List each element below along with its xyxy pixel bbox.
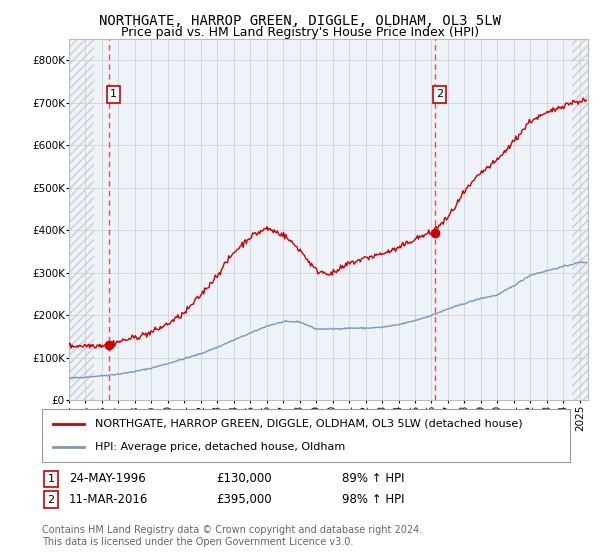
Text: NORTHGATE, HARROP GREEN, DIGGLE, OLDHAM, OL3 5LW: NORTHGATE, HARROP GREEN, DIGGLE, OLDHAM,… (99, 14, 501, 28)
Text: 1: 1 (47, 474, 55, 484)
Bar (572, 39, 588, 400)
Bar (572, 39, 588, 400)
Text: £130,000: £130,000 (216, 472, 272, 486)
Bar (69, 39, 588, 400)
Bar (69, 39, 94, 400)
Text: £395,000: £395,000 (216, 493, 272, 506)
Text: 2: 2 (436, 90, 443, 100)
Bar (69, 39, 94, 400)
Text: Price paid vs. HM Land Registry's House Price Index (HPI): Price paid vs. HM Land Registry's House … (121, 26, 479, 39)
Text: NORTHGATE, HARROP GREEN, DIGGLE, OLDHAM, OL3 5LW (detached house): NORTHGATE, HARROP GREEN, DIGGLE, OLDHAM,… (95, 419, 523, 429)
Text: 89% ↑ HPI: 89% ↑ HPI (342, 472, 404, 486)
Text: 2: 2 (47, 494, 55, 505)
Text: This data is licensed under the Open Government Licence v3.0.: This data is licensed under the Open Gov… (42, 536, 353, 547)
Text: HPI: Average price, detached house, Oldham: HPI: Average price, detached house, Oldh… (95, 442, 345, 452)
Text: Contains HM Land Registry data © Crown copyright and database right 2024.: Contains HM Land Registry data © Crown c… (42, 525, 422, 535)
Text: 11-MAR-2016: 11-MAR-2016 (69, 493, 148, 506)
Text: 1: 1 (110, 90, 117, 100)
Text: 24-MAY-1996: 24-MAY-1996 (69, 472, 146, 486)
Text: 98% ↑ HPI: 98% ↑ HPI (342, 493, 404, 506)
FancyBboxPatch shape (42, 409, 570, 462)
